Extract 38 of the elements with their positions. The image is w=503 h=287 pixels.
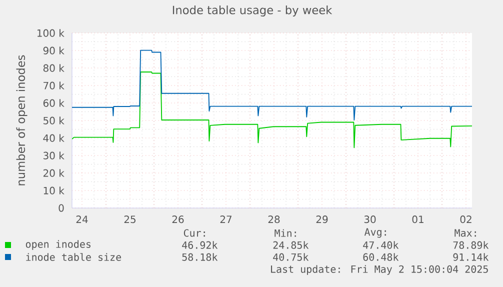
x-tick-label: 25	[124, 216, 136, 224]
legend-label: inode table size	[26, 253, 122, 261]
x-tick-label: 24	[76, 216, 88, 223]
y-tick-label: 70 k	[44, 82, 64, 90]
y-tick-label: 90 k	[43, 46, 64, 54]
text: 46.92k	[182, 241, 218, 249]
y-tick-label: 100 k	[38, 29, 64, 37]
line-series	[72, 72, 472, 148]
x-tick-label: 26	[172, 216, 184, 224]
text: 91.14k	[453, 253, 489, 261]
text: Cur:	[184, 229, 205, 237]
text: 40.75k	[273, 253, 309, 261]
text: Avg:	[364, 228, 386, 238]
text: 47.40k	[363, 241, 399, 249]
x-tick-label: 29	[316, 216, 328, 224]
chart-title: Inode table usage - by week	[172, 6, 332, 16]
y-tick-label: 10 k	[44, 186, 64, 194]
x-tick-label: 02	[460, 216, 472, 224]
x-tick-label: 01	[412, 216, 424, 224]
y-tick-label: 50 k	[44, 116, 64, 124]
y-tick-label: 80 k	[43, 64, 64, 72]
y-axis-title: number of open inodes	[16, 55, 28, 186]
text: 24.85k	[273, 241, 309, 249]
text: Min:	[274, 229, 296, 237]
y-tick-label: 40 k	[43, 134, 64, 142]
x-tick-label: 30	[364, 216, 376, 224]
x-tick-label: 28	[268, 216, 280, 224]
x-tick-label: 27	[220, 216, 232, 223]
y-tick-label: 20 k	[43, 169, 64, 177]
text: 60.48k	[363, 253, 399, 261]
legend-label: open inodes	[26, 240, 90, 250]
text: Last update: Fri May 2 15:00:04 2025	[271, 265, 488, 275]
text: 78.89k	[453, 241, 489, 249]
y-tick-label: 30 k	[44, 152, 64, 160]
y-tick-label: 0	[58, 204, 64, 212]
text: 58.18k	[182, 253, 218, 261]
text: Max:	[454, 229, 476, 237]
y-tick-label: 60 k	[43, 99, 64, 107]
